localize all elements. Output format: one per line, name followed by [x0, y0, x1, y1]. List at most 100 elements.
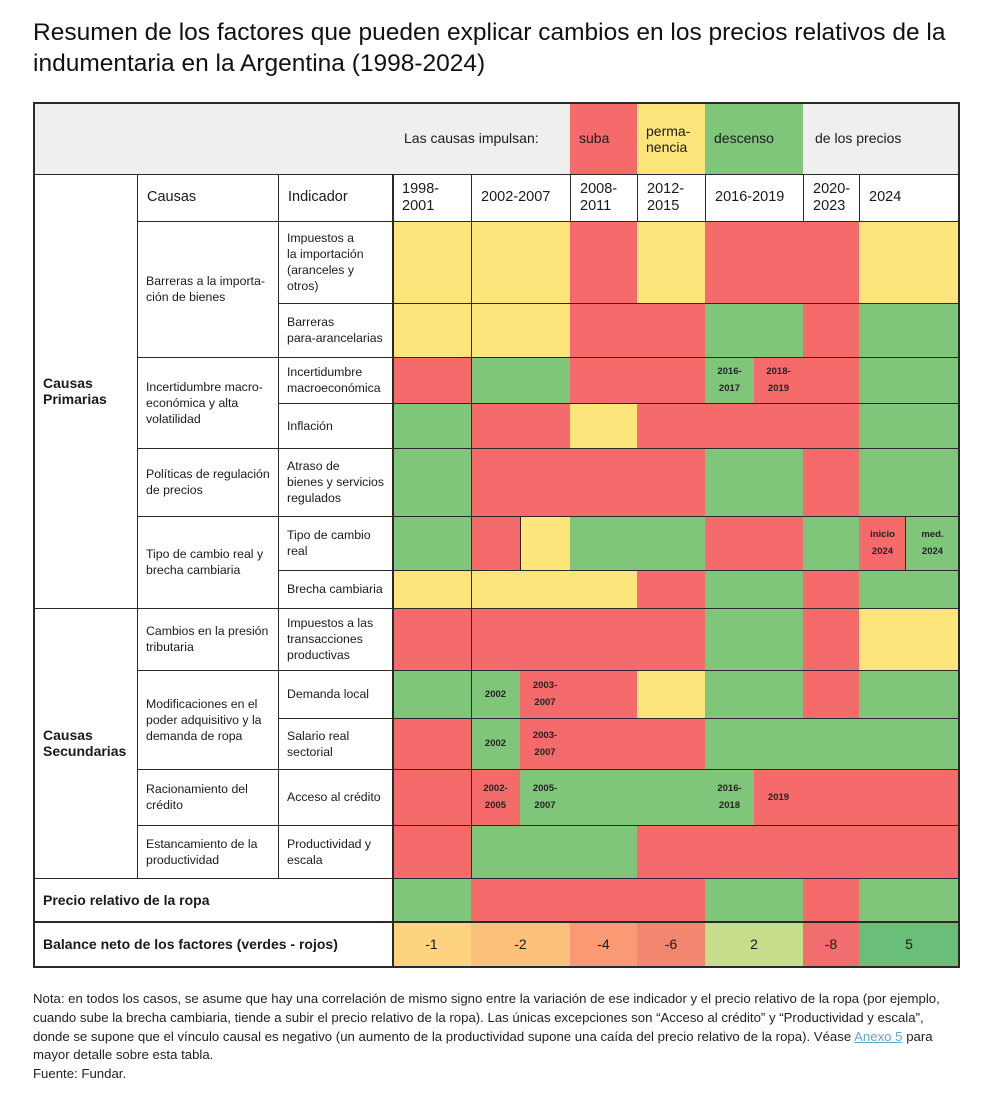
cell-precio-2002 — [471, 878, 570, 921]
cell-barreras-1998 — [392, 303, 471, 357]
cell-salario-2002-b: 2003- 2007 — [520, 718, 570, 769]
indicator-barreras-paraarancelarias: Barreras para-arancelarias — [287, 315, 383, 345]
footnote-source: Fuente: Fundar. — [33, 1066, 127, 1082]
cell-credito-2016-b: 2019 — [754, 769, 803, 825]
cell-impuestos-1998 — [392, 221, 471, 303]
cell-brecha-2002 — [471, 570, 570, 608]
cell-brecha-2012 — [637, 570, 705, 608]
cell-inflacion-2016 — [705, 403, 803, 448]
header-period-7: 2024 — [869, 189, 902, 205]
cell-impuestos-2012 — [637, 221, 705, 303]
cell-credito-1998 — [392, 769, 471, 825]
cell-salario-2020 — [803, 718, 859, 769]
cell-transac-2020 — [803, 608, 859, 670]
cell-atraso-2002 — [471, 448, 570, 516]
cell-credito-2012 — [637, 769, 705, 825]
cell-incert-2002 — [471, 357, 570, 403]
cause-barreras: Barreras a la importa- ción de bienes — [146, 274, 265, 304]
cell-incert-2016-b: 2018- 2019 — [754, 357, 803, 403]
footnote: Nota: en todos los casos, se asume que h… — [33, 990, 963, 1084]
line-split-tcr-2024 — [905, 516, 906, 570]
cell-impuestos-2020 — [803, 221, 859, 303]
cell-atraso-2024 — [859, 448, 959, 516]
line-cause-6 — [137, 769, 959, 770]
legend-suba: suba — [570, 103, 637, 174]
cell-demanda-2024 — [859, 670, 959, 718]
anexo-link[interactable]: Anexo 5 — [854, 1028, 903, 1044]
cause-incertidumbre: Incertidumbre macro- económica y alta vo… — [146, 379, 263, 426]
cell-transac-1998 — [392, 608, 471, 670]
cell-credito-2002-b: 2005- 2007 — [520, 769, 570, 825]
cell-salario-2012 — [637, 718, 705, 769]
indicator-incertidumbre: Incertidumbre macroeconómica — [287, 365, 381, 395]
border-bottom — [33, 966, 960, 968]
cell-incert-2008 — [570, 357, 637, 403]
cell-tcr-2002-a — [471, 516, 520, 570]
legend-descenso: descenso — [705, 103, 803, 174]
cell-inflacion-2008 — [570, 403, 637, 448]
line-split-tcr — [520, 516, 521, 570]
cause-politicas: Políticas de regulación de precios — [146, 467, 270, 497]
cell-credito-2016-a: 2016- 2018 — [705, 769, 754, 825]
cell-incert-2020 — [803, 357, 859, 403]
line-cause-5 — [137, 670, 959, 671]
cause-tipo-cambio: Tipo de cambio real y brecha cambiaria — [146, 547, 264, 577]
border-left — [33, 102, 35, 967]
balance-value-2002: -2 — [471, 921, 570, 967]
cell-atraso-2020 — [803, 448, 859, 516]
header-causas: Causas — [147, 189, 197, 205]
group-primarias: Causas Primarias — [43, 375, 107, 407]
cell-credito-2024 — [859, 769, 959, 825]
cell-impuestos-2008 — [570, 221, 637, 303]
line-v-causes — [137, 174, 138, 878]
cell-barreras-2002 — [471, 303, 570, 357]
cell-product-1998 — [392, 825, 471, 878]
line-v-p3 — [570, 174, 571, 221]
footnote-text-2: para mayor detalle sobre esta tabla. — [33, 1028, 933, 1063]
balance-value-2020: -8 — [803, 921, 859, 967]
cell-atraso-2012 — [637, 448, 705, 516]
cell-tcr-2024-b: med. 2024 — [906, 516, 959, 570]
cell-product-2024 — [859, 825, 959, 878]
footnote-text-1: Nota: en todos los casos, se asume que h… — [33, 991, 940, 1044]
cell-tcr-1998 — [392, 516, 471, 570]
cell-incert-2016-a: 2016- 2017 — [705, 357, 754, 403]
indicator-inflacion: Inflación — [287, 418, 333, 433]
line-v-p2 — [471, 174, 472, 878]
cell-credito-2008 — [570, 769, 637, 825]
cell-tcr-2024-a: inicio 2024 — [859, 516, 906, 570]
line-cause-1 — [137, 357, 959, 358]
cell-tcr-2002-b — [520, 516, 570, 570]
cell-precio-2024 — [859, 878, 959, 921]
cell-brecha-2020 — [803, 570, 859, 608]
cell-incert-2012 — [637, 357, 705, 403]
header-period-1: 1998- 2001 — [402, 180, 440, 214]
line-legend-bottom — [33, 174, 960, 175]
cell-inflacion-2020 — [803, 403, 859, 448]
header-period-3: 2008- 2011 — [580, 180, 618, 214]
balance-value-2012: -6 — [637, 921, 705, 967]
cell-product-2016 — [705, 825, 803, 878]
cell-credito-2020 — [803, 769, 859, 825]
line-balance-top — [33, 921, 959, 923]
line-v-p6 — [803, 174, 804, 221]
indicator-acceso-credito: Acceso al crédito — [287, 790, 381, 804]
cell-impuestos-2024 — [859, 221, 959, 303]
cell-transac-2012 — [637, 608, 705, 670]
cell-inflacion-2024 — [859, 403, 959, 448]
line-cause-7 — [137, 825, 959, 826]
group-secundarias: Causas Secundarias — [43, 727, 127, 759]
line-v-p4 — [637, 174, 638, 221]
cell-barreras-2024 — [859, 303, 959, 357]
line-cause-3 — [137, 516, 959, 517]
cell-barreras-2020 — [803, 303, 859, 357]
cell-demanda-2016 — [705, 670, 803, 718]
indicator-atraso-regulados: Atraso de bienes y servicios regulados — [287, 459, 385, 505]
header-period-5: 2016-2019 — [715, 189, 785, 205]
line-group-split — [33, 608, 959, 609]
legend-prefix: Las causas impulsan: — [404, 130, 539, 146]
header-period-4: 2012- 2015 — [647, 180, 685, 214]
line-v-p7 — [859, 174, 860, 221]
cell-barreras-2016 — [705, 303, 803, 357]
balance-value-1998: -1 — [392, 921, 471, 967]
